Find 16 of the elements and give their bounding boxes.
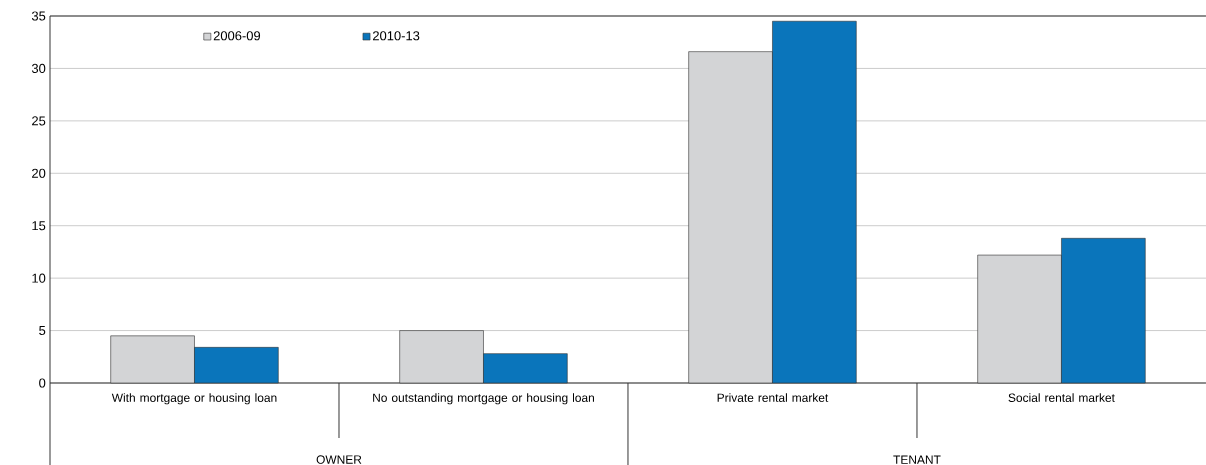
x-tick-label: No outstanding mortgage or housing loan bbox=[373, 393, 594, 405]
y-tick-label: 25 bbox=[32, 116, 46, 126]
y-tick-label: 35 bbox=[31, 11, 46, 21]
y-tick-label: 30 bbox=[31, 63, 46, 74]
text: OWNER bbox=[316, 455, 362, 464]
legend-label: 2010-13 bbox=[373, 31, 420, 41]
legend-label: 2006-09 bbox=[213, 31, 261, 41]
y-tick-label: 10 bbox=[32, 273, 46, 283]
text: TENANT bbox=[893, 455, 941, 464]
x-tick-label: Private rental market bbox=[717, 393, 829, 402]
y-tick-label: 0 bbox=[39, 378, 46, 388]
x-tick-label: Social rental market bbox=[1008, 393, 1115, 402]
y-tick-label: 5 bbox=[39, 326, 46, 336]
y-tick-label: 20 bbox=[32, 168, 46, 178]
x-tick-label: With mortgage or housing loan bbox=[111, 393, 277, 405]
y-tick-label: 15 bbox=[32, 221, 46, 231]
